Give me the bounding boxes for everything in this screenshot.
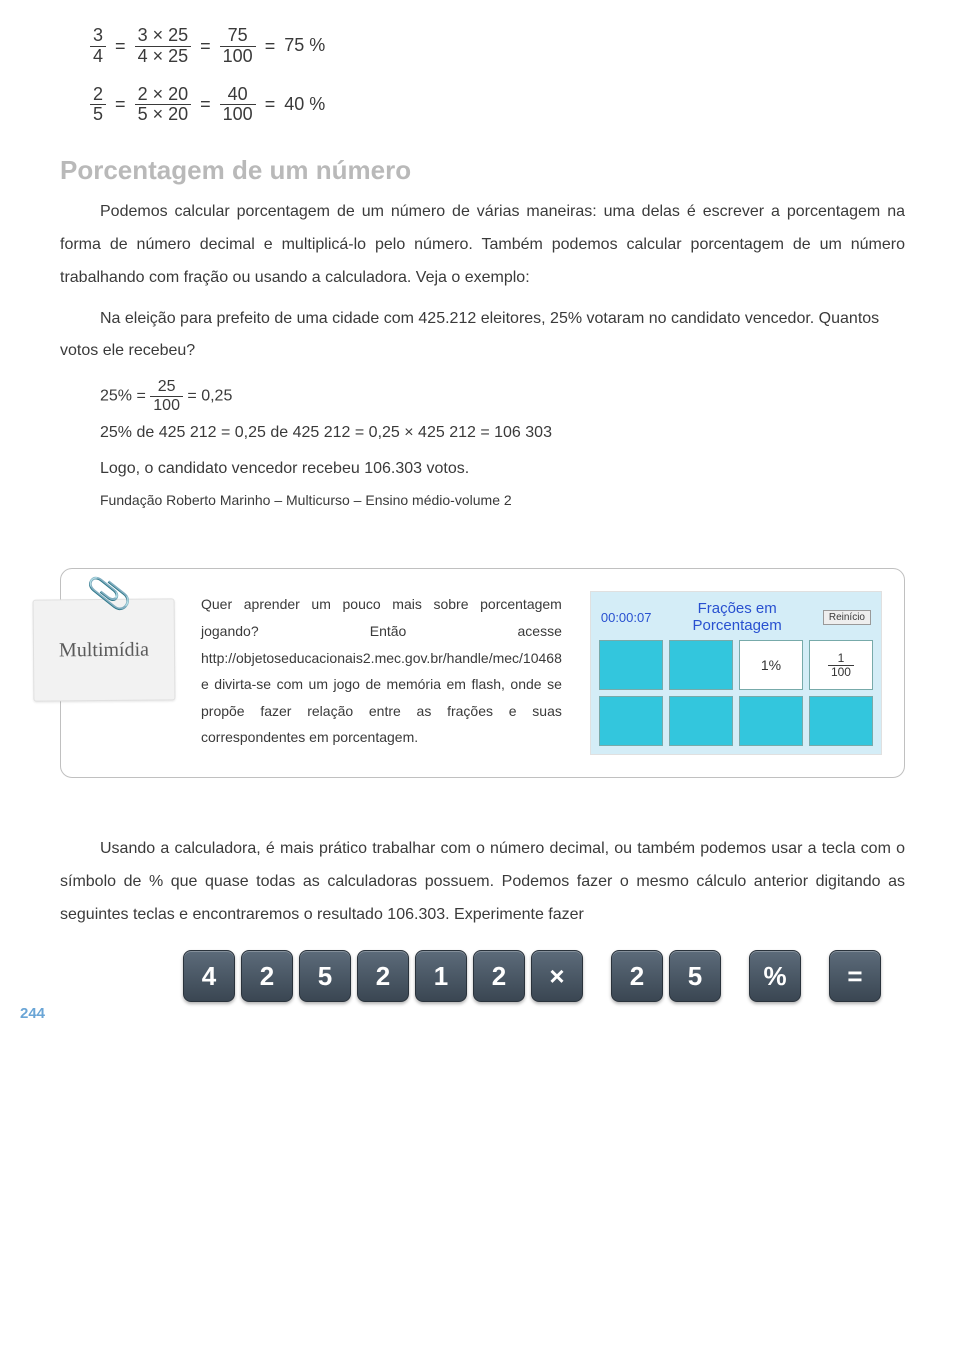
calc-key: % xyxy=(749,950,801,1002)
calc-key: 2 xyxy=(357,950,409,1002)
equation-3: 25% = 25100 = 0,25 xyxy=(100,378,905,414)
equation-1: 34 = 3 × 254 × 25 = 75100 = 75 % xyxy=(90,26,905,67)
eq1-c-num: 75 xyxy=(220,26,256,46)
eq1-result: 75 % xyxy=(284,35,325,55)
result-line: Logo, o candidato vencedor recebeu 106.3… xyxy=(100,460,905,478)
game-tile[interactable] xyxy=(739,696,803,746)
calc-key: 5 xyxy=(299,950,351,1002)
eq1-c-den: 100 xyxy=(220,46,256,67)
multimedia-note: 📎 Multimídia xyxy=(33,599,176,702)
eq3-den: 100 xyxy=(150,396,183,415)
eq3-pre: 25% = xyxy=(100,388,150,405)
paragraph-2b: votos ele recebeu? xyxy=(60,335,905,368)
paragraph-2a: Na eleição para prefeito de uma cidade c… xyxy=(60,303,905,336)
game-tile[interactable]: 1100 xyxy=(809,640,873,690)
eq2-a-num: 2 xyxy=(90,85,106,105)
calc-key: 4 xyxy=(183,950,235,1002)
paragraph-1: Podemos calcular porcentagem de um númer… xyxy=(60,196,905,294)
paragraph-3: Usando a calculadora, é mais prático tra… xyxy=(60,833,905,931)
game-title: Frações em Porcentagem xyxy=(651,600,822,634)
calc-line: 25% de 425 212 = 0,25 de 425 212 = 0,25 … xyxy=(100,424,905,442)
calc-key: × xyxy=(531,950,583,1002)
multimedia-text: Quer aprender um pouco mais sobre porcen… xyxy=(201,591,562,751)
eq2-c-den: 100 xyxy=(220,104,256,125)
game-timer: 00:00:07 xyxy=(601,610,652,625)
calc-key: = xyxy=(829,950,881,1002)
eq2-c-num: 40 xyxy=(220,85,256,105)
game-tile[interactable] xyxy=(599,696,663,746)
source-line: Fundação Roberto Marinho – Multicurso – … xyxy=(100,492,905,508)
eq1-b-den: 4 × 25 xyxy=(135,46,192,67)
paperclip-icon: 📎 xyxy=(85,571,134,618)
calc-key: 2 xyxy=(241,950,293,1002)
page-number: 244 xyxy=(20,1005,45,1022)
calc-key: 2 xyxy=(473,950,525,1002)
game-restart-button[interactable]: Reinício xyxy=(823,610,871,625)
equation-2: 25 = 2 × 205 × 20 = 40100 = 40 % xyxy=(90,85,905,126)
eq2-b-num: 2 × 20 xyxy=(135,85,192,105)
eq1-b-num: 3 × 25 xyxy=(135,26,192,46)
game-screenshot: 00:00:07 Frações em Porcentagem Reinício… xyxy=(590,591,882,755)
game-tiles: 1%1100 xyxy=(597,640,875,746)
eq1-a-den: 4 xyxy=(90,46,106,67)
eq1-a-num: 3 xyxy=(90,26,106,46)
multimedia-label: Multimídia xyxy=(59,638,149,662)
game-tile[interactable]: 1% xyxy=(739,640,803,690)
multimedia-box: 📎 Multimídia Quer aprender um pouco mais… xyxy=(60,568,905,778)
calc-key: 5 xyxy=(669,950,721,1002)
game-tile[interactable] xyxy=(669,696,733,746)
eq2-a-den: 5 xyxy=(90,104,106,125)
section-title: Porcentagem de um número xyxy=(60,155,905,186)
calc-key: 1 xyxy=(415,950,467,1002)
calculator-keys: 425212×25%= xyxy=(180,950,905,1002)
game-tile[interactable] xyxy=(809,696,873,746)
calc-key: 2 xyxy=(611,950,663,1002)
game-tile[interactable] xyxy=(599,640,663,690)
eq3-post: = 0,25 xyxy=(187,388,232,405)
eq3-num: 25 xyxy=(150,378,183,396)
eq2-result: 40 % xyxy=(284,94,325,114)
game-tile[interactable] xyxy=(669,640,733,690)
eq2-b-den: 5 × 20 xyxy=(135,104,192,125)
